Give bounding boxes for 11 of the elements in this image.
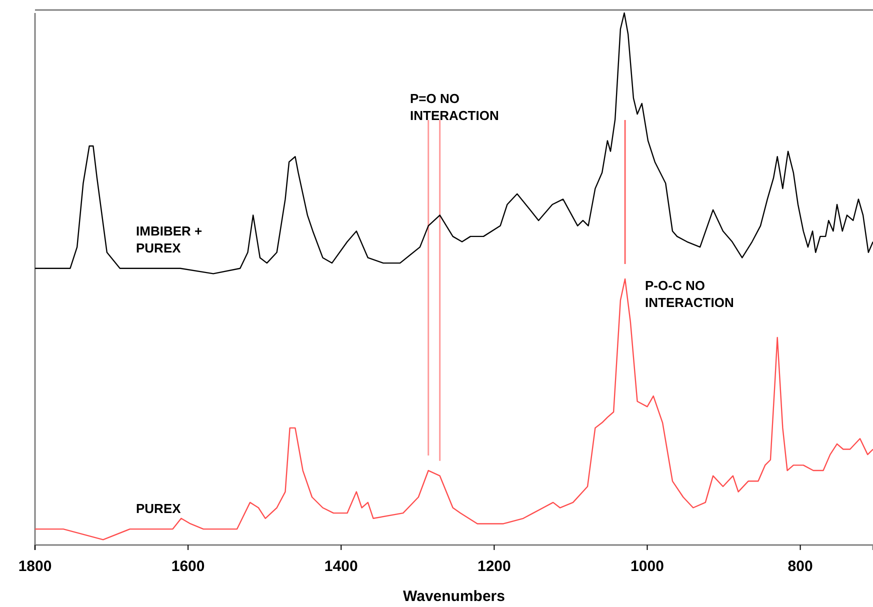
x-tick-label: 1400 [324, 558, 358, 575]
annotation: P-O-C NO INTERACTION [645, 278, 734, 310]
series-label: IMBIBER + PUREX [136, 223, 202, 256]
x-tick-label: 1800 [18, 558, 52, 575]
x-tick-label: 1200 [477, 558, 511, 575]
series-label: PUREX [136, 501, 182, 516]
annotation: P=O NO INTERACTION [410, 91, 499, 123]
x-tick-label: 1600 [171, 558, 205, 575]
x-axis-title: Wavenumbers [403, 588, 505, 605]
x-tick-label: 1000 [630, 558, 664, 575]
x-tick-label: 800 [788, 558, 813, 575]
